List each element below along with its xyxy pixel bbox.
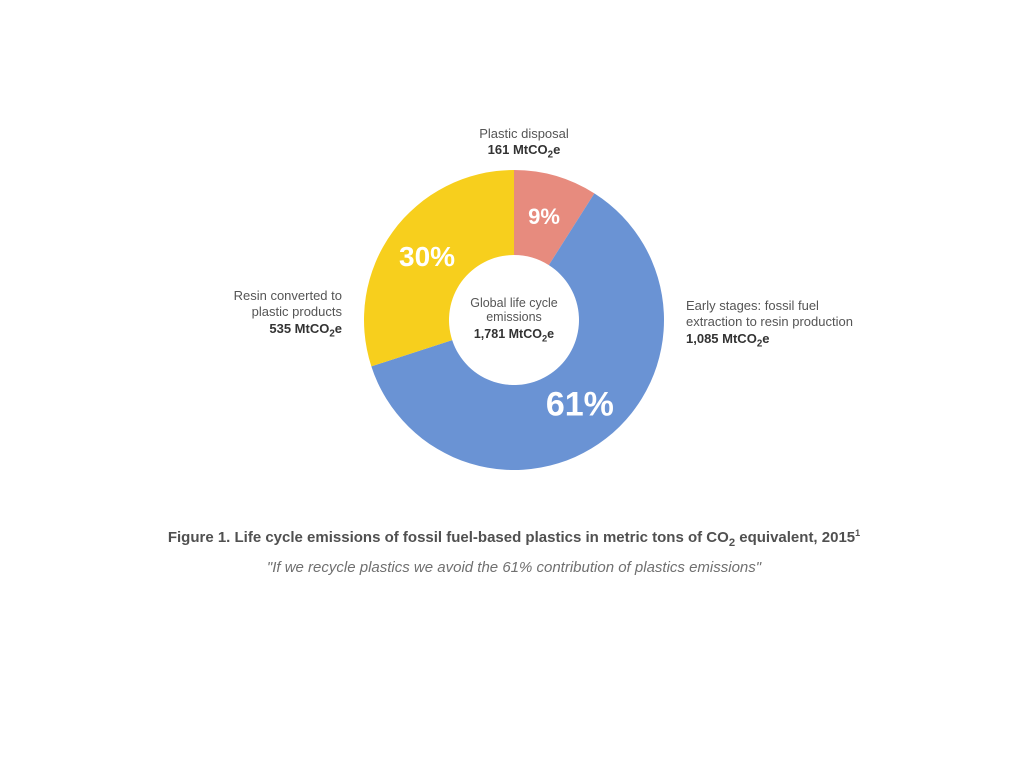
- slice-label-text: Early stages: fossil fuelextraction to r…: [686, 298, 853, 331]
- caption-title: Figure 1. Life cycle emissions of fossil…: [168, 528, 860, 549]
- slice-label-resin: Resin converted toplastic products 535 M…: [234, 288, 342, 340]
- donut-chart: Global life cycle emissions 1,781 MtCO2e…: [114, 140, 914, 500]
- slice-percent-early: 61%: [546, 385, 614, 424]
- slice-percent-resin: 30%: [399, 241, 455, 273]
- slice-label-text: Plastic disposal: [444, 126, 604, 142]
- slice-label-value: 1,085 MtCO2e: [686, 331, 853, 351]
- slice-label-value: 161 MtCO2e: [444, 142, 604, 162]
- slice-percent-disposal: 9%: [528, 204, 560, 230]
- figure-container: Global life cycle emissions 1,781 MtCO2e…: [0, 140, 1028, 576]
- slice-label-value: 535 MtCO2e: [234, 321, 342, 341]
- caption-subtitle: "If we recycle plastics we avoid the 61%…: [168, 559, 860, 576]
- center-value: 1,781 MtCO2e: [449, 327, 579, 344]
- slice-label-disposal: Plastic disposal 161 MtCO2e: [444, 126, 604, 162]
- center-title: Global life cycle emissions: [449, 296, 579, 325]
- slice-label-early: Early stages: fossil fuelextraction to r…: [686, 298, 853, 350]
- donut-holder: Global life cycle emissions 1,781 MtCO2e…: [364, 170, 664, 470]
- slice-label-text: Resin converted toplastic products: [234, 288, 342, 321]
- donut-center-label: Global life cycle emissions 1,781 MtCO2e: [449, 296, 579, 344]
- figure-caption: Figure 1. Life cycle emissions of fossil…: [168, 528, 860, 576]
